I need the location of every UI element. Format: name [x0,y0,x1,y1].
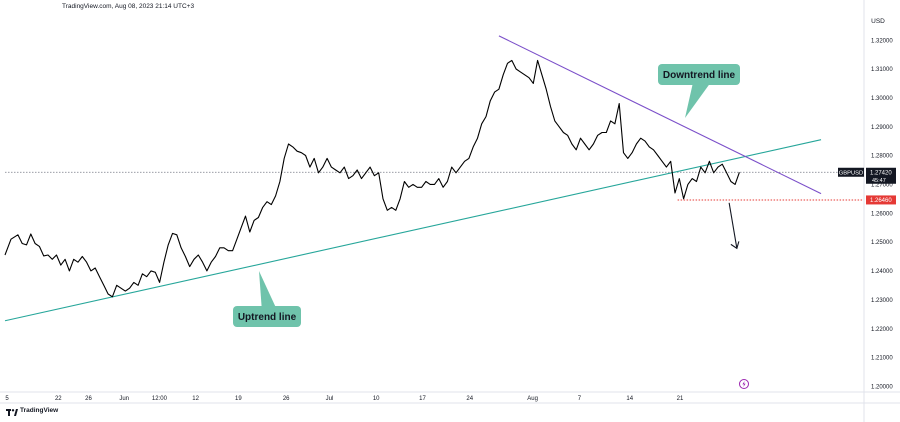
price-line [4,59,740,298]
y-tick-label: 1.22000 [871,327,893,333]
support-label: 1.26460 [870,198,892,204]
last-price-badge [866,167,896,184]
symbol-label: GBPUSD [839,170,863,176]
projection-arrow [728,202,738,249]
y-tick-label: 1.28000 [871,154,893,160]
y-tick-label: 1.23000 [871,298,893,304]
x-tick-label: 10 [373,396,380,402]
x-tick-label: 24 [466,396,473,402]
x-tick-label: 26 [283,396,290,402]
y-tick-label: 1.20000 [871,384,893,390]
chart-caption: TradingView.com, Aug 08, 2023 21:14 UTC+… [62,3,195,10]
symbol-badge [838,167,864,177]
x-tick-label: 12 [192,396,199,402]
last-price-label: 1.27420 [870,170,892,176]
x-tick-label: Jun [119,396,129,402]
annotations: Downtrend line Uptrend line [233,64,740,327]
x-tick-label: 12:00 [152,396,168,402]
downtrend-callout-pointer [685,85,709,118]
x-tick-label: 21 [677,396,684,402]
projection-arrow-head [730,241,740,250]
tradingview-logo-icon [6,409,18,416]
x-tick-label: 17 [419,396,426,402]
y-tick-label: 1.21000 [871,356,893,362]
downtrend-callout-box [658,64,740,85]
y-tick-label: 1.26000 [871,211,893,217]
downtrend-callout-text: Downtrend line [663,70,736,81]
uptrend-line[interactable] [4,139,822,322]
y-tick-label: 1.24000 [871,269,893,275]
x-tick-label: 7 [578,396,582,402]
downtrend-callout[interactable]: Downtrend line [658,64,740,118]
y-tick-label: 1.30000 [871,96,893,102]
uptrend-callout-text: Uptrend line [238,312,297,323]
x-tick-label: 19 [235,396,242,402]
downtrend-line[interactable] [498,35,822,195]
x-tick-label: 5 [5,396,9,402]
x-tick-label: 14 [626,396,633,402]
uptrend-callout[interactable]: Uptrend line [233,271,301,327]
currency-label: USD [871,18,885,25]
x-tick-label: 26 [85,396,92,402]
grid-lines [5,171,864,201]
support-badge [866,195,896,205]
y-tick-label: 1.31000 [871,67,893,73]
y-tick-label: 1.29000 [871,125,893,131]
uptrend-callout-box [233,306,301,327]
trend-lines [4,35,822,322]
x-tick-label: 22 [55,396,62,402]
countdown-label: 45:47 [872,178,886,184]
footer-brand: TradingView [20,407,59,414]
y-tick-label: 1.32000 [871,38,893,44]
x-tick-label: Jul [326,396,334,402]
x-tick-label: Aug [527,396,538,402]
y-tick-label: 1.25000 [871,240,893,246]
price-series [4,59,740,298]
uptrend-callout-pointer [259,271,276,306]
y-tick-label: 1.27000 [871,183,893,189]
lightning-glyph [742,381,746,387]
